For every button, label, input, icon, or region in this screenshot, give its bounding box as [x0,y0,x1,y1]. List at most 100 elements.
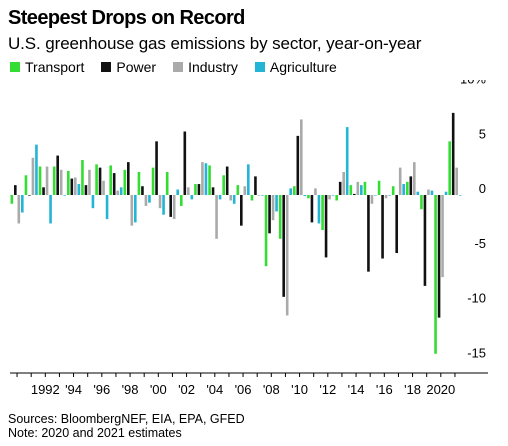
bar-transport-1994 [67,170,70,195]
bar-transport-2018 [406,181,409,195]
x-tick-label: '98 [122,382,139,397]
bar-industry-2017 [398,167,402,196]
bar-transport-2020 [434,195,437,354]
bar-agriculture-2018 [416,191,420,195]
bar-industry-1990 [17,195,21,224]
bar-industry-2004 [215,195,218,239]
bar-agriculture-1998 [134,195,137,223]
bar-power-1997 [112,173,116,195]
bar-industry-2010 [300,119,303,195]
bar-industry-1994 [74,177,77,195]
bar-transport-2004 [208,165,211,195]
bar-transport-1992 [38,166,42,195]
bar-agriculture-1992 [49,195,52,224]
bar-power-2021 [451,112,455,196]
bar-industry-1992 [45,166,49,195]
bar-industry-2002 [187,187,190,195]
bar-industry-2021 [455,167,458,196]
bar-transport-1996 [95,164,98,195]
bar-transport-2015 [363,181,367,195]
bar-power-1992 [42,187,45,195]
bar-power-1993 [56,155,59,195]
bar-transport-2007 [250,195,254,201]
y-tick-label: -5 [474,236,486,251]
bar-power-1998 [127,162,130,195]
bar-industry-2012 [328,195,331,200]
bar-industry-2013 [342,172,345,195]
x-tick-label: '10 [291,382,308,397]
legend-swatch-power [101,62,112,72]
chart-subtitle: U.S. greenhouse gas emissions by sector,… [8,34,422,53]
bar-agriculture-2001 [176,189,179,195]
bar-agriculture-1991 [35,144,38,195]
bar-agriculture-2004 [218,195,222,200]
bar-agriculture-2000 [162,195,165,215]
bar-agriculture-2003 [204,163,208,195]
bar-transport-2001 [165,172,169,195]
bar-agriculture-2010 [303,195,307,197]
bar-transport-2000 [151,167,155,196]
bar-industry-2005 [229,195,232,201]
bar-agriculture-2006 [247,164,250,195]
x-tick-label: '94 [65,382,82,397]
bar-industry-1993 [59,169,63,195]
bar-industry-2009 [285,195,289,316]
bar-industry-2007 [257,195,261,196]
legend-swatch-transport [10,62,20,72]
bar-power-1995 [84,185,88,195]
bar-power-2020 [437,195,441,318]
bar-agriculture-1993 [63,195,66,196]
bar-transport-2012 [321,195,324,231]
y-tick-label: -10 [467,291,486,306]
bar-power-2007 [254,176,257,195]
x-tick-label: '12 [319,382,336,397]
bar-transport-1995 [81,159,84,195]
y-tick-label: 10% [460,80,486,87]
bars-group [10,112,462,354]
bar-industry-1996 [102,180,105,195]
x-tick-label: '00 [150,382,167,397]
bar-agriculture-2002 [190,195,194,200]
bar-transport-2016 [377,180,381,195]
x-axis: 1992 '94 '96 '98 '00 '02 '04 '06 '08 '10 '12 '14 '16… [10,372,488,397]
bar-power-2013 [338,181,342,195]
bar-agriculture-2021 [458,195,462,196]
bar-industry-2000 [158,195,162,209]
bar-power-2011 [310,195,314,223]
legend: Transport Power Industry Agriculture [10,59,354,75]
x-tick-label: '08 [263,382,280,397]
bar-power-2019 [423,195,427,286]
bar-power-2018 [409,176,413,195]
bar-industry-2018 [413,162,416,195]
bar-power-2003 [197,184,201,195]
y-tick-label: 0 [479,181,486,196]
bar-power-1994 [70,178,74,195]
y-tick-label: 5 [479,126,486,141]
chart-title: Steepest Drops on Record [8,7,245,29]
bar-power-2006 [240,195,243,226]
bar-agriculture-2016 [388,195,391,196]
bar-industry-2015 [370,195,374,204]
bar-agriculture-1994 [77,184,81,195]
x-tick-label: '96 [93,382,110,397]
bar-agriculture-2009 [289,188,292,195]
bar-agriculture-2005 [232,195,236,204]
bar-transport-2010 [293,186,296,195]
legend-label-power: Power [116,59,157,75]
bar-transport-2009 [278,195,282,239]
bar-agriculture-2015 [374,195,377,196]
sources-note: Sources: BloombergNEF, EIA, EPA, GFED [8,412,245,426]
bar-chart: 10% 5 0 -5 -10 -15 1992 '94 '96 '98 '00 '02 '04 '06 '… [10,80,488,397]
legend-label-transport: Transport [25,59,85,75]
bar-industry-2019 [427,189,430,195]
bar-transport-1991 [24,175,28,195]
bar-agriculture-2012 [331,195,335,196]
bar-agriculture-1997 [119,187,123,195]
bar-industry-1998 [130,195,134,226]
y-tick-label: -15 [467,345,486,360]
bar-transport-2017 [391,186,395,195]
bar-power-2012 [324,195,328,258]
legend-swatch-agriculture [254,62,265,72]
bar-transport-2008 [264,195,268,267]
x-tick-label: '02 [178,382,195,397]
